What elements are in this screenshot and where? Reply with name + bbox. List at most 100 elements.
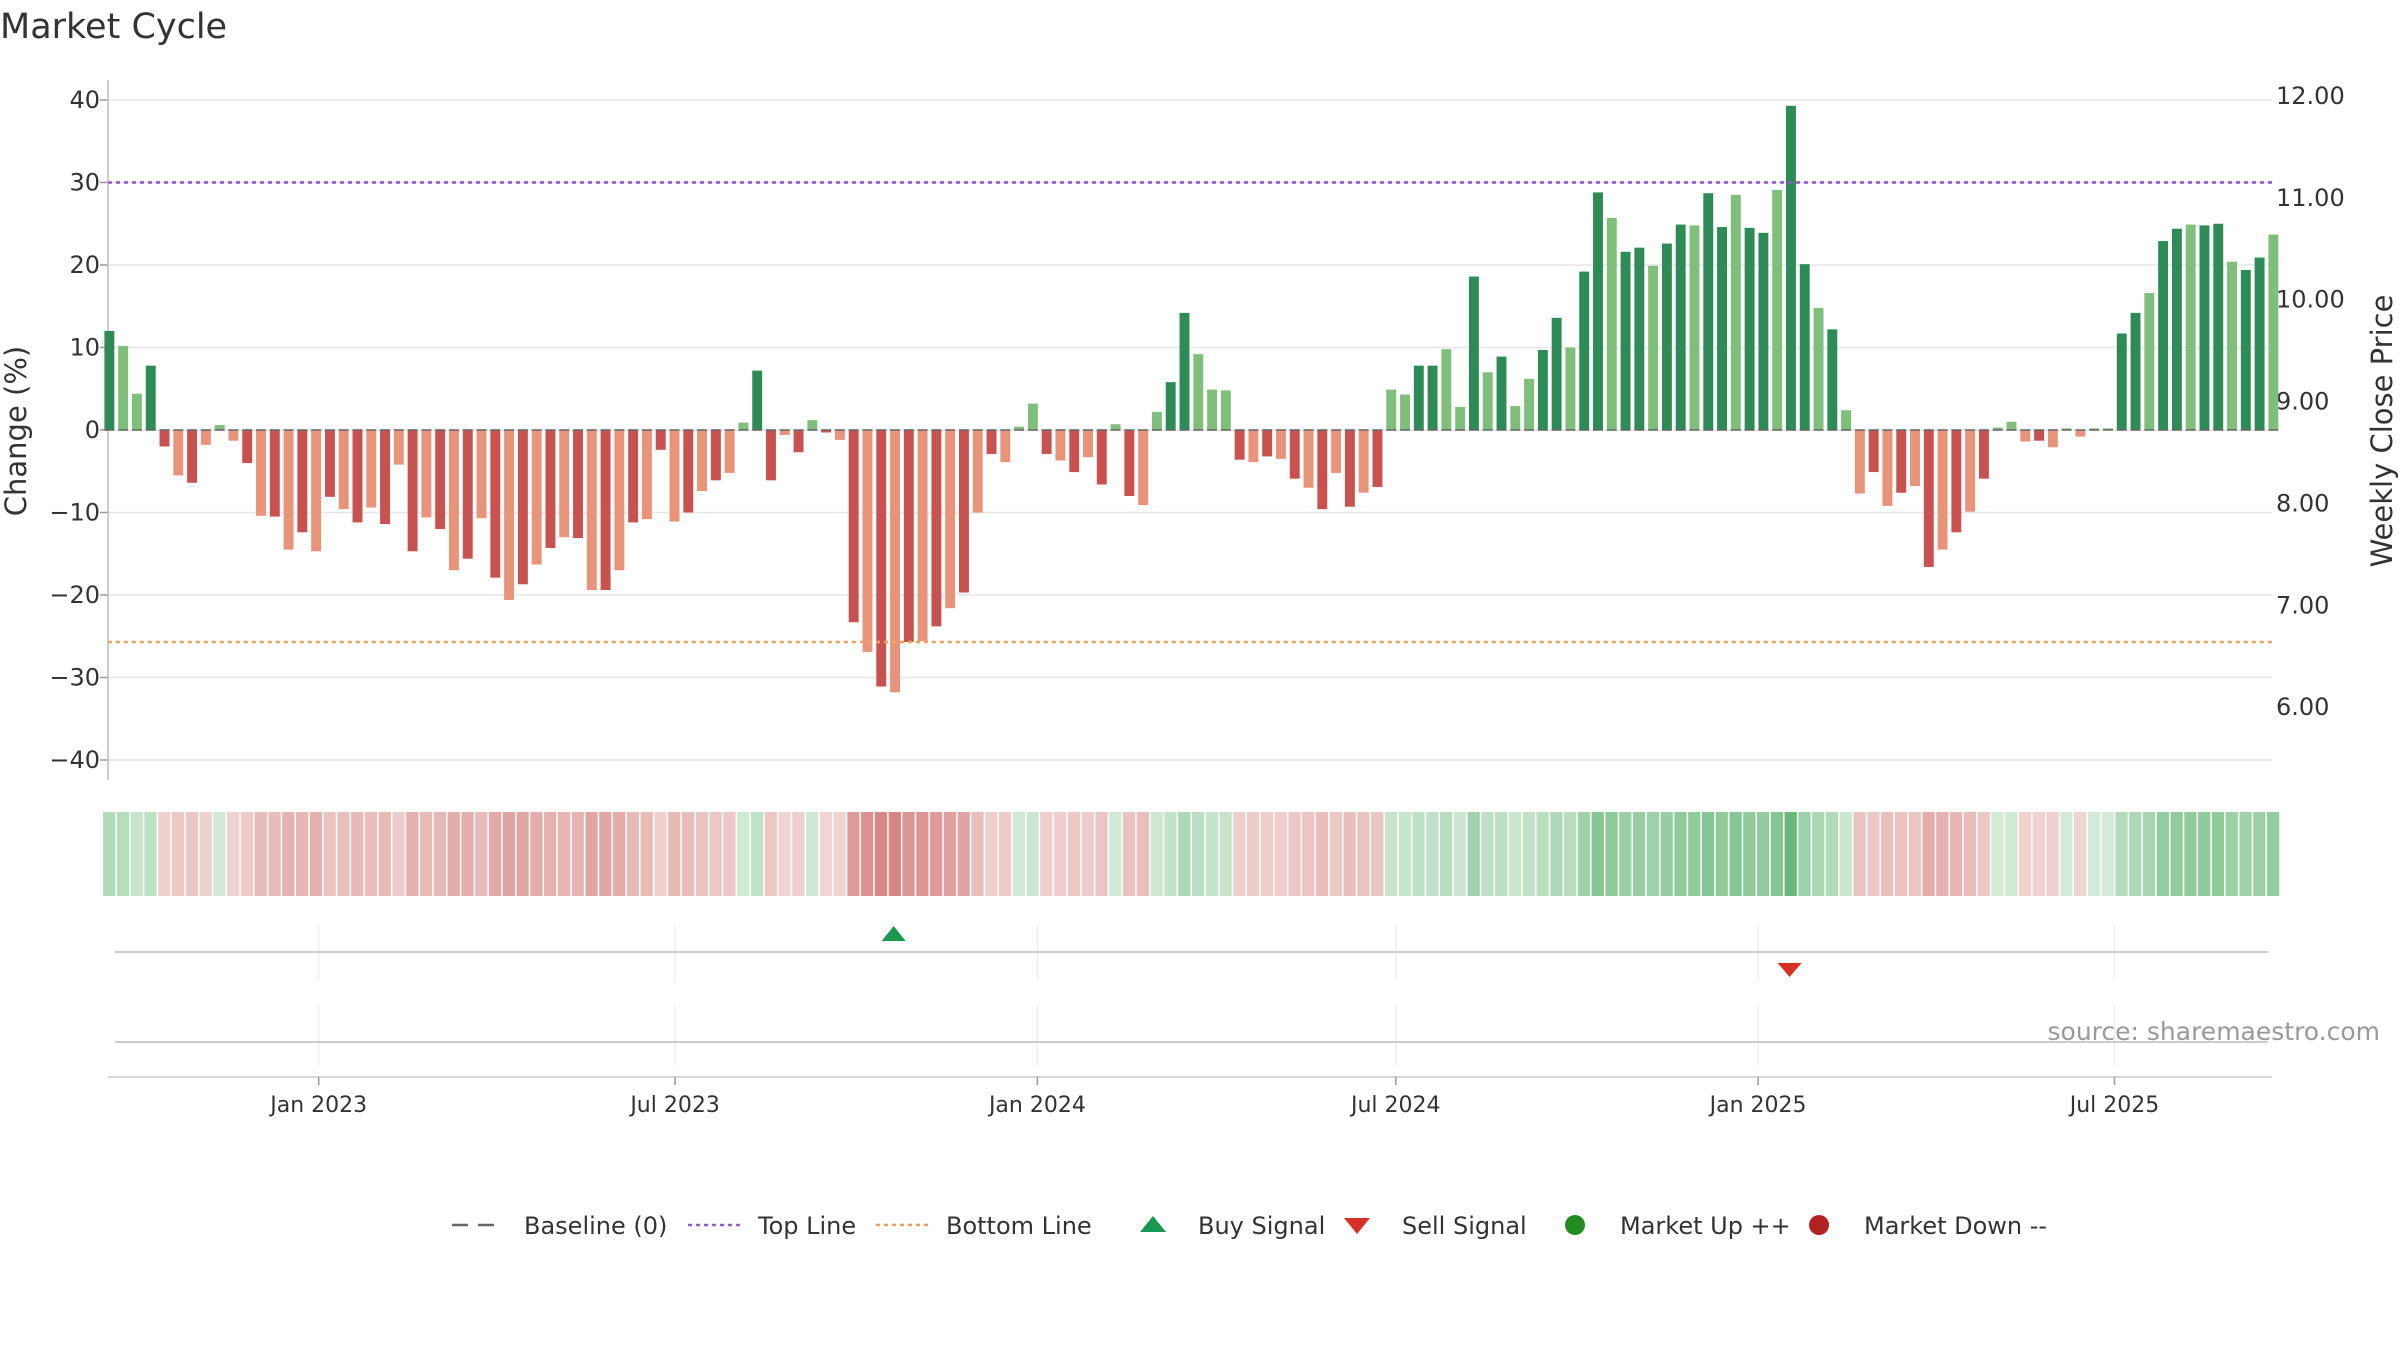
bar-week-126 — [1841, 410, 1852, 430]
y-tick-label: −20 — [49, 581, 100, 609]
bar-week-37 — [614, 430, 625, 571]
strip-cell-142 — [2060, 812, 2073, 896]
bar-week-19 — [366, 430, 377, 508]
bar-week-43 — [697, 430, 708, 492]
bar-week-51 — [807, 420, 818, 430]
bar-week-97 — [1441, 349, 1452, 430]
bar-week-64 — [986, 430, 997, 454]
strip-cell-48 — [764, 812, 777, 896]
strip-cell-151 — [2184, 812, 2197, 896]
bar-week-52 — [821, 430, 832, 433]
bar-week-78 — [1179, 312, 1190, 430]
strip-cell-46 — [737, 812, 750, 896]
strip-cell-140 — [2032, 812, 2045, 896]
strip-cell-111 — [1632, 812, 1646, 896]
strip-cell-116 — [1701, 812, 1715, 896]
strip-cell-64 — [985, 812, 998, 896]
bar-week-46 — [738, 422, 749, 430]
strip-cell-1 — [116, 812, 130, 896]
bar-week-44 — [710, 430, 721, 481]
strip-cell-99 — [1467, 812, 1480, 896]
bar-week-144 — [2089, 428, 2100, 430]
bar-week-53 — [834, 430, 845, 440]
strip-cell-69 — [1054, 812, 1067, 896]
strip-cell-25 — [447, 812, 460, 896]
strip-cell-44 — [709, 812, 722, 896]
strip-cell-13 — [282, 812, 295, 896]
bar-week-66 — [1014, 426, 1025, 430]
bar-week-95 — [1413, 365, 1424, 430]
strip-cell-57 — [888, 812, 901, 896]
strip-cell-96 — [1426, 812, 1439, 896]
bar-week-68 — [1041, 430, 1052, 454]
bar-week-14 — [297, 430, 308, 533]
strip-cell-86 — [1288, 812, 1301, 896]
bar-week-67 — [1027, 403, 1038, 430]
bar-week-71 — [1083, 430, 1093, 458]
strip-cell-153 — [2211, 812, 2225, 896]
y2-tick-label: 10.00 — [2276, 286, 2345, 314]
bar-week-81 — [1220, 390, 1231, 430]
bar-week-115 — [1689, 225, 1700, 430]
strip-cell-157 — [2266, 812, 2280, 896]
strip-cell-58 — [902, 812, 915, 896]
bar-week-2 — [131, 393, 142, 430]
strip-cell-118 — [1729, 812, 1742, 896]
bar-week-85 — [1276, 430, 1286, 459]
legend-label: Sell Signal — [1402, 1212, 1527, 1240]
bar-week-129 — [1882, 430, 1893, 506]
strip-cell-81 — [1219, 812, 1232, 896]
legend-item-mdown: Market Down -- — [1809, 1212, 2047, 1240]
signal-panel — [115, 925, 2268, 1065]
legend-swatch-circle — [1565, 1215, 1585, 1235]
strip-cell-155 — [2239, 812, 2252, 896]
bar-week-155 — [2240, 269, 2251, 430]
legend-item-bottom: Bottom Line — [876, 1212, 1092, 1240]
bar-week-57 — [890, 430, 900, 693]
strip-cell-87 — [1302, 812, 1315, 896]
strip-cell-145 — [2101, 812, 2114, 896]
strip-cell-54 — [847, 812, 860, 896]
bar-week-113 — [1661, 243, 1672, 430]
strip-cell-19 — [364, 812, 378, 896]
legend-label: Bottom Line — [946, 1212, 1092, 1240]
bar-week-70 — [1069, 430, 1080, 473]
bar-week-127 — [1854, 430, 1865, 494]
bar-week-139 — [2020, 430, 2031, 442]
bar-week-148 — [2144, 293, 2155, 430]
bar-week-157 — [2268, 234, 2279, 430]
strip-cell-24 — [433, 812, 447, 896]
strip-cell-40 — [654, 812, 667, 896]
bar-week-16 — [324, 430, 335, 497]
bar-week-131 — [1910, 430, 1920, 487]
bar-week-99 — [1468, 276, 1479, 430]
bar-week-75 — [1138, 430, 1149, 506]
bar-week-133 — [1937, 430, 1948, 550]
strip-cell-105 — [1550, 812, 1563, 896]
y-tick-label: −40 — [49, 746, 100, 774]
bar-week-143 — [2075, 430, 2086, 437]
bar-week-141 — [2047, 430, 2058, 448]
bar-week-29 — [504, 430, 515, 600]
bar-week-153 — [2213, 223, 2224, 430]
strip-cell-21 — [392, 812, 405, 896]
chart-title: Market Cycle — [0, 7, 227, 47]
bar-week-12 — [269, 430, 280, 517]
y-tick-label: 20 — [69, 251, 100, 279]
strip-cell-91 — [1357, 812, 1370, 896]
strip-cell-88 — [1315, 812, 1329, 896]
bar-week-0 — [104, 331, 115, 430]
strip-cell-117 — [1715, 812, 1728, 896]
strip-cell-137 — [1991, 812, 2004, 896]
bar-week-48 — [766, 430, 776, 481]
bar-week-156 — [2254, 257, 2265, 430]
bar-week-146 — [2116, 333, 2127, 430]
bar-week-111 — [1634, 247, 1645, 430]
strip-cell-38 — [626, 812, 640, 896]
strip-cell-0 — [102, 812, 116, 896]
strip-cell-68 — [1040, 812, 1053, 896]
bar-week-140 — [2034, 430, 2045, 441]
bar-week-11 — [256, 430, 266, 516]
strip-cell-126 — [1839, 812, 1852, 896]
strip-cell-2 — [130, 812, 143, 896]
